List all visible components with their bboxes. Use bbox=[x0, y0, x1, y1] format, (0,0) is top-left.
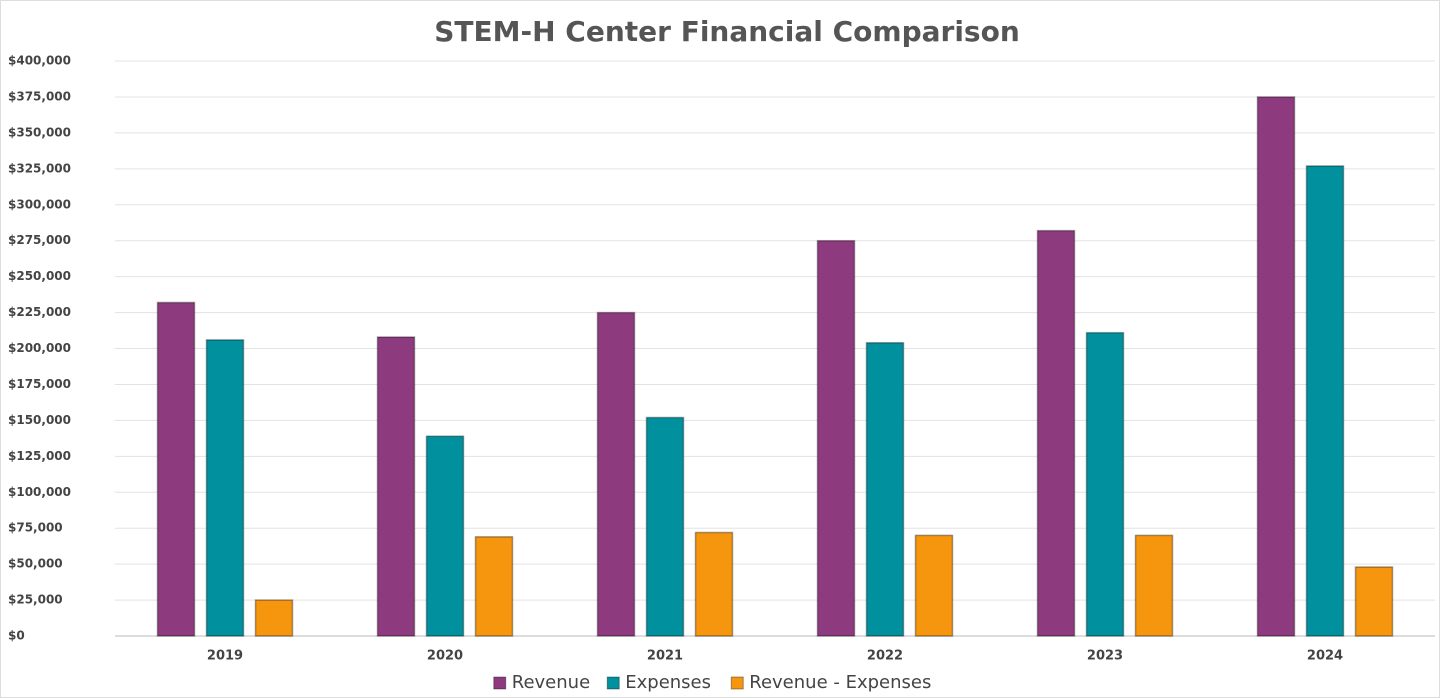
chart-title: STEM-H Center Financial Comparison bbox=[434, 15, 1020, 48]
bar bbox=[816, 239, 856, 637]
bar bbox=[425, 435, 465, 637]
y-tick-label: $250,000 bbox=[8, 269, 71, 283]
bar bbox=[1085, 331, 1125, 637]
y-tick-label: $50,000 bbox=[8, 557, 63, 571]
y-tick-label: $325,000 bbox=[8, 161, 71, 175]
bar bbox=[1134, 534, 1174, 637]
y-tick-label: $150,000 bbox=[8, 413, 71, 427]
y-tick-label: $100,000 bbox=[8, 485, 71, 499]
y-tick-label: $225,000 bbox=[8, 305, 71, 319]
y-tick-label: $400,000 bbox=[8, 54, 71, 68]
x-tick-label: 2019 bbox=[207, 649, 243, 664]
y-tick-label: $200,000 bbox=[8, 341, 71, 355]
y-tick-label: $175,000 bbox=[8, 377, 71, 391]
bar bbox=[156, 301, 196, 637]
bar bbox=[645, 416, 685, 637]
legend-swatch bbox=[730, 676, 744, 690]
legend-swatch bbox=[493, 676, 507, 690]
legend-label: Revenue bbox=[512, 672, 590, 693]
bar bbox=[694, 531, 734, 637]
x-tick-label: 2020 bbox=[427, 649, 463, 664]
bar bbox=[376, 336, 416, 637]
y-tick-label: $300,000 bbox=[8, 197, 71, 211]
x-tick-label: 2024 bbox=[1307, 649, 1343, 664]
y-tick-label: $275,000 bbox=[8, 233, 71, 247]
legend-label: Expenses bbox=[625, 672, 711, 693]
legend-label: Revenue - Expenses bbox=[749, 672, 931, 693]
y-tick-label: $350,000 bbox=[8, 125, 71, 139]
bar bbox=[1036, 229, 1076, 637]
y-tick-label: $125,000 bbox=[8, 449, 71, 463]
x-tick-label: 2021 bbox=[647, 649, 683, 664]
y-tick-label: $25,000 bbox=[8, 593, 63, 607]
bar bbox=[596, 311, 636, 637]
bar bbox=[865, 342, 905, 637]
bar bbox=[1354, 566, 1394, 637]
bar bbox=[205, 339, 245, 637]
bar bbox=[474, 536, 514, 637]
y-tick-label: $375,000 bbox=[8, 89, 71, 103]
y-tick-label: $0 bbox=[8, 629, 25, 643]
bar bbox=[914, 534, 954, 637]
x-tick-label: 2022 bbox=[867, 649, 903, 664]
bar bbox=[254, 599, 294, 637]
legend-swatch bbox=[606, 676, 620, 690]
y-tick-label: $75,000 bbox=[8, 521, 63, 535]
bar bbox=[1305, 165, 1345, 637]
x-tick-label: 2023 bbox=[1087, 649, 1123, 664]
bar bbox=[1256, 96, 1296, 637]
